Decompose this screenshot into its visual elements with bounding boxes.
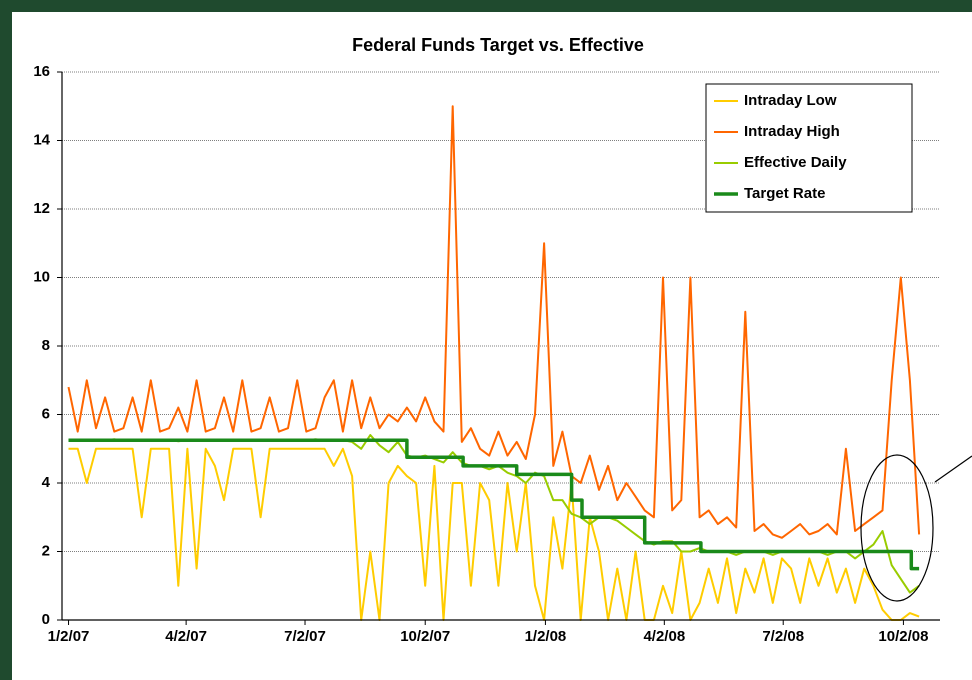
y-tick-label: 8 [42,337,50,354]
y-tick-label: 16 [33,63,50,80]
plot: 0 2 4 6 8 10 12 14 16 1/2/07 4/2/07 7/2/07 10/2/07 1/… [33,63,940,645]
chart-title: Federal Funds Target vs. Effective [352,35,644,55]
legend-box [705,83,913,213]
x-tick-label: 1/2/08 [525,628,567,645]
legend-label: Intraday High [744,123,840,140]
x-tick-label: 7/2/07 [284,628,326,645]
x-tick-label: 4/2/08 [643,628,685,645]
y-tick-label: 14 [33,131,50,148]
x-tick-label: 4/2/07 [165,628,207,645]
x-tick-label: 10/2/08 [878,628,928,645]
y-tick-label: 12 [33,200,50,217]
legend-label: Target Rate [744,185,825,202]
series-line [67,105,921,539]
y-tick-label: 10 [33,268,50,285]
series-line [68,447,920,621]
legend-label: Intraday Low [744,92,837,109]
y-tick-label: 2 [42,542,50,559]
y-tick-label: 0 [42,611,50,628]
series-line [68,438,920,571]
annotation-circle [860,454,934,602]
x-tick-label: 7/2/08 [762,628,804,645]
y-tick-label: 4 [42,474,51,491]
x-tick-label: 10/2/07 [400,628,450,645]
x-tick-label: 1/2/07 [48,628,90,645]
annotation-pointer [934,455,972,483]
y-tick-label: 6 [42,405,50,422]
legend-label: Effective Daily [744,154,847,171]
